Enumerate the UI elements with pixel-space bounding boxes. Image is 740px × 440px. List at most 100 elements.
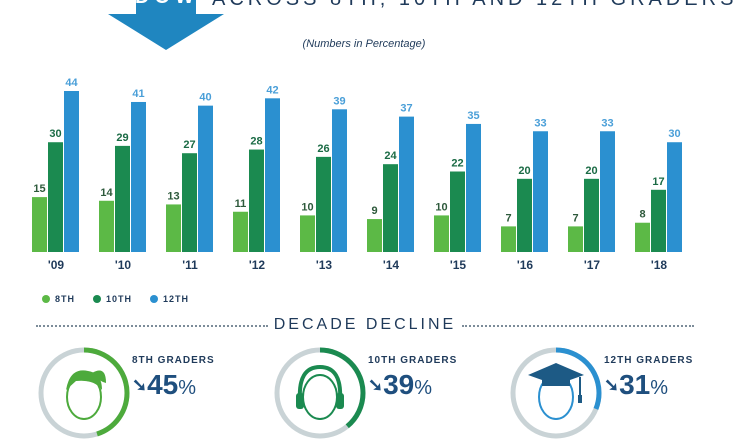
decade-decline-heading: DECADE DECLINE	[273, 316, 457, 333]
x-tick-label: '11	[182, 258, 198, 272]
bar-12th-2	[198, 105, 213, 253]
grade-label: 12TH GRADERS	[604, 355, 694, 366]
legend-label: 12TH	[163, 294, 190, 304]
data-label: 30	[668, 128, 680, 140]
data-label: 10	[301, 201, 313, 213]
x-tick-label: '12	[249, 258, 266, 272]
bar-8th-0	[32, 197, 47, 252]
bar-8th-5	[367, 219, 382, 252]
x-tick-label: '13	[316, 258, 333, 272]
data-label: 44	[65, 77, 78, 89]
down-arrow-icon	[108, 0, 224, 50]
data-label: 24	[384, 150, 397, 162]
decline-value: 31	[619, 369, 651, 400]
data-label: 13	[167, 190, 179, 202]
bar-10th-5	[383, 164, 398, 252]
decline-value: 39	[383, 369, 415, 400]
graduation-cap-face-icon	[510, 347, 602, 439]
x-tick-label: '10	[115, 258, 132, 272]
divider-right	[462, 325, 694, 327]
percent-sign: %	[414, 377, 433, 399]
bar-10th-6	[450, 171, 465, 252]
data-label: 30	[49, 128, 61, 140]
legend-swatch	[93, 295, 102, 303]
progress-ring	[510, 347, 602, 439]
legend-label: 8TH	[55, 294, 76, 304]
decline-percentage: ➘39%	[368, 369, 432, 401]
bar-8th-3	[233, 211, 248, 252]
data-label: 11	[235, 198, 247, 210]
bar-8th-1	[99, 200, 114, 252]
bar-10th-2	[182, 153, 197, 252]
bar-10th-9	[651, 189, 666, 252]
headphones-face-icon	[274, 347, 366, 439]
divider-left	[36, 325, 268, 327]
data-label: 41	[132, 88, 144, 100]
down-arrow-icon: ➘	[604, 375, 620, 395]
chart-subtitle: (Numbers in Percentage)	[302, 38, 426, 50]
decline-value: 45	[147, 369, 179, 400]
data-label: 39	[333, 95, 345, 107]
down-badge: DOWN	[135, 0, 218, 9]
bar-8th-7	[501, 226, 516, 252]
percent-sign: %	[178, 377, 197, 399]
down-arrow-icon: ➘	[368, 375, 384, 395]
data-label: 14	[100, 187, 113, 199]
bar-12th-9	[667, 142, 682, 252]
x-tick-label: '15	[450, 258, 467, 272]
progress-ring	[38, 347, 130, 439]
data-label: 26	[317, 143, 329, 155]
data-label: 20	[518, 165, 530, 177]
legend-item-8th: 8TH	[42, 294, 75, 304]
bar-8th-6	[434, 215, 449, 252]
data-label: 7	[505, 212, 511, 224]
bar-10th-1	[115, 145, 130, 252]
data-label: 10	[435, 201, 447, 213]
bar-10th-4	[316, 156, 331, 252]
data-label: 42	[266, 84, 278, 96]
x-tick-label: '09	[48, 258, 65, 272]
bar-8th-8	[568, 226, 583, 252]
bar-10th-3	[249, 149, 264, 252]
x-tick-label: '17	[584, 258, 601, 272]
legend: 8TH 10TH 12TH	[42, 294, 189, 304]
x-tick-label: '16	[517, 258, 534, 272]
bar-12th-8	[600, 131, 615, 252]
legend-swatch	[150, 295, 159, 303]
progress-ring	[274, 347, 366, 439]
data-label: 9	[371, 205, 377, 217]
bar-12th-6	[466, 123, 481, 252]
girl-face-icon	[38, 347, 130, 439]
legend-swatch	[42, 295, 50, 303]
data-label: 22	[451, 158, 463, 170]
bar-12th-7	[533, 131, 548, 252]
data-label: 15	[33, 183, 45, 195]
grade-label: 10TH GRADERS	[368, 355, 458, 366]
data-label: 33	[534, 117, 546, 129]
data-label: 27	[183, 139, 195, 151]
data-label: 7	[572, 212, 578, 224]
bar-12th-1	[131, 101, 146, 253]
bar-12th-3	[265, 98, 280, 253]
data-label: 20	[585, 165, 597, 177]
bar-10th-8	[584, 178, 599, 252]
bar-8th-4	[300, 215, 315, 252]
percent-sign: %	[650, 377, 669, 399]
data-label: 17	[652, 176, 664, 188]
x-tick-label: '18	[651, 258, 668, 272]
data-label: 35	[467, 110, 479, 122]
page-title: ACROSS 8TH, 10TH AND 12TH GRADERS	[212, 0, 737, 11]
data-label: 37	[400, 103, 412, 115]
bar-8th-9	[635, 222, 650, 252]
legend-item-10th: 10TH	[93, 294, 132, 304]
legend-item-12th: 12TH	[150, 294, 189, 304]
legend-label: 10TH	[106, 294, 133, 304]
decline-percentage: ➘31%	[604, 369, 668, 401]
decline-percentage: ➘45%	[132, 369, 196, 401]
data-label: 40	[199, 92, 211, 104]
bar-12th-0	[64, 91, 79, 252]
data-label: 29	[116, 132, 128, 144]
data-label: 33	[601, 117, 613, 129]
bar-8th-2	[166, 204, 181, 252]
